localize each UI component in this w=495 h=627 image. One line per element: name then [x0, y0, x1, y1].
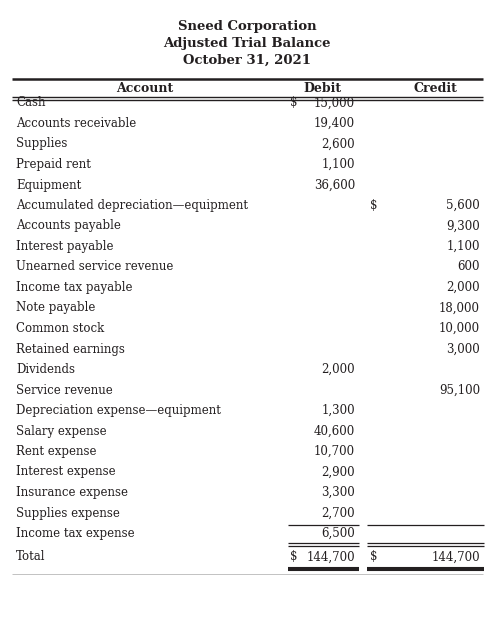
Text: Insurance expense: Insurance expense — [16, 486, 128, 499]
Text: $: $ — [370, 551, 378, 564]
Text: Account: Account — [116, 83, 174, 95]
Text: 1,100: 1,100 — [321, 158, 355, 171]
Text: Credit: Credit — [413, 83, 457, 95]
Text: 2,000: 2,000 — [446, 281, 480, 294]
Text: Accounts receivable: Accounts receivable — [16, 117, 136, 130]
Text: Supplies: Supplies — [16, 137, 67, 150]
Text: Rent expense: Rent expense — [16, 445, 97, 458]
Text: 144,700: 144,700 — [431, 551, 480, 564]
Text: 9,300: 9,300 — [446, 219, 480, 233]
Text: Accounts payable: Accounts payable — [16, 219, 121, 233]
Text: Prepaid rent: Prepaid rent — [16, 158, 91, 171]
Text: Equipment: Equipment — [16, 179, 81, 191]
Text: Debit: Debit — [303, 83, 341, 95]
Text: 95,100: 95,100 — [439, 384, 480, 396]
Text: Income tax payable: Income tax payable — [16, 281, 133, 294]
Text: 10,700: 10,700 — [314, 445, 355, 458]
Text: 6,500: 6,500 — [321, 527, 355, 540]
Text: Unearned service revenue: Unearned service revenue — [16, 260, 173, 273]
Text: 1,300: 1,300 — [321, 404, 355, 417]
Text: 15,000: 15,000 — [314, 97, 355, 110]
Text: $: $ — [290, 551, 297, 564]
Text: Service revenue: Service revenue — [16, 384, 113, 396]
Text: 18,000: 18,000 — [439, 302, 480, 315]
Text: 2,000: 2,000 — [321, 363, 355, 376]
Text: Dividends: Dividends — [16, 363, 75, 376]
Text: Retained earnings: Retained earnings — [16, 342, 125, 356]
Text: October 31, 2021: October 31, 2021 — [183, 54, 311, 67]
Text: 2,700: 2,700 — [321, 507, 355, 520]
Text: $: $ — [370, 199, 378, 212]
Text: Common stock: Common stock — [16, 322, 104, 335]
Text: 600: 600 — [457, 260, 480, 273]
Text: Salary expense: Salary expense — [16, 424, 106, 438]
Text: 144,700: 144,700 — [306, 551, 355, 564]
Text: 40,600: 40,600 — [314, 424, 355, 438]
Text: 3,000: 3,000 — [446, 342, 480, 356]
Text: Supplies expense: Supplies expense — [16, 507, 120, 520]
Text: Cash: Cash — [16, 97, 46, 110]
Text: 2,900: 2,900 — [321, 465, 355, 478]
Text: Adjusted Trial Balance: Adjusted Trial Balance — [163, 37, 331, 50]
Text: Income tax expense: Income tax expense — [16, 527, 135, 540]
Text: $: $ — [290, 97, 297, 110]
Text: 1,100: 1,100 — [446, 240, 480, 253]
Text: Sneed Corporation: Sneed Corporation — [178, 20, 316, 33]
Text: 36,600: 36,600 — [314, 179, 355, 191]
Text: Accumulated depreciation—equipment: Accumulated depreciation—equipment — [16, 199, 248, 212]
Text: Depreciation expense—equipment: Depreciation expense—equipment — [16, 404, 221, 417]
Text: 19,400: 19,400 — [314, 117, 355, 130]
Text: Total: Total — [16, 551, 46, 564]
Text: 3,300: 3,300 — [321, 486, 355, 499]
Text: 2,600: 2,600 — [321, 137, 355, 150]
Text: Interest payable: Interest payable — [16, 240, 113, 253]
Text: 10,000: 10,000 — [439, 322, 480, 335]
Text: 5,600: 5,600 — [446, 199, 480, 212]
Text: Note payable: Note payable — [16, 302, 96, 315]
Text: Interest expense: Interest expense — [16, 465, 116, 478]
